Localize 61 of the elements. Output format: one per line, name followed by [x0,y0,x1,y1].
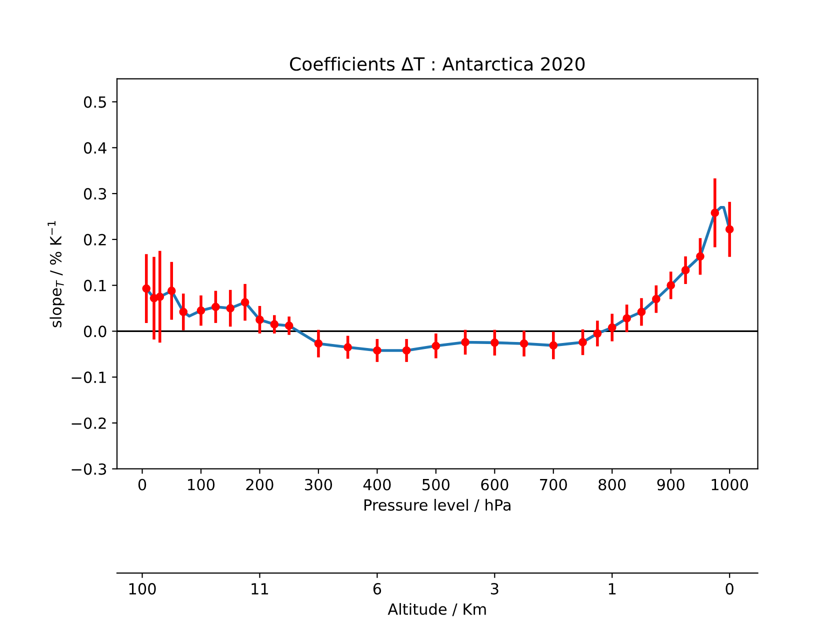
point [696,252,704,261]
y-tick-label: 0.0 [84,326,106,338]
point [593,329,602,338]
x-tick-label: 300 [305,478,332,490]
point [156,292,164,301]
point [432,342,440,350]
y-tick-label: 0.2 [84,234,106,246]
x-tick-label: 400 [363,478,391,490]
text: 100 [129,583,156,595]
point [270,320,279,328]
x-tick-label: 600 [481,478,508,490]
point [520,339,528,348]
point [490,338,499,347]
point [710,208,720,218]
x-axis-title: Pressure level / hPa [364,498,510,512]
x2-axis-title: Altitude / Km [388,603,486,616]
point [142,284,151,293]
point [622,314,631,323]
x-tick-label: 900 [657,478,684,490]
text: 11 [252,583,268,594]
text: 6 [373,583,382,595]
x-tick-label: 800 [598,478,626,490]
point [226,304,235,312]
point [461,338,470,346]
point [666,281,676,290]
point [344,343,352,352]
point [637,308,646,316]
y-tick-label: 0.4 [84,142,106,154]
y-tick-label: −0.2 [72,417,106,429]
y-tick-label: −0.3 [72,463,106,475]
y-tick-label: 0.3 [84,188,106,200]
y-tick-label: 0.5 [84,96,106,108]
x-tick-label: 100 [188,478,215,490]
x-tick-label: 1000 [712,478,748,490]
point [578,338,587,346]
point [196,306,206,315]
text: 0 [726,583,734,595]
point [608,323,616,332]
y-axis-title: slope$_{T}$ / % K$^{−1}$ [48,221,64,328]
point [725,225,734,234]
point [284,322,294,330]
point [681,266,690,274]
point [179,308,188,316]
point [652,294,660,304]
y-tick-label: −0.1 [72,372,106,384]
x-tick-label: 700 [540,478,567,490]
point [314,339,323,348]
point [373,346,382,355]
text: 3 [490,583,498,595]
x-tick-label: 500 [422,478,450,490]
point [240,298,250,306]
x-tick-label: 0 [138,478,146,490]
point [549,341,558,350]
y-tick-label: 0.1 [84,280,106,292]
chart-title: Coefficients ΔT : Antarctica 2020 [290,56,585,71]
point [402,346,411,355]
point [212,302,220,312]
text: 1 [608,583,616,594]
x-tick-label: 200 [246,478,274,490]
point [167,286,176,296]
point [256,316,264,324]
